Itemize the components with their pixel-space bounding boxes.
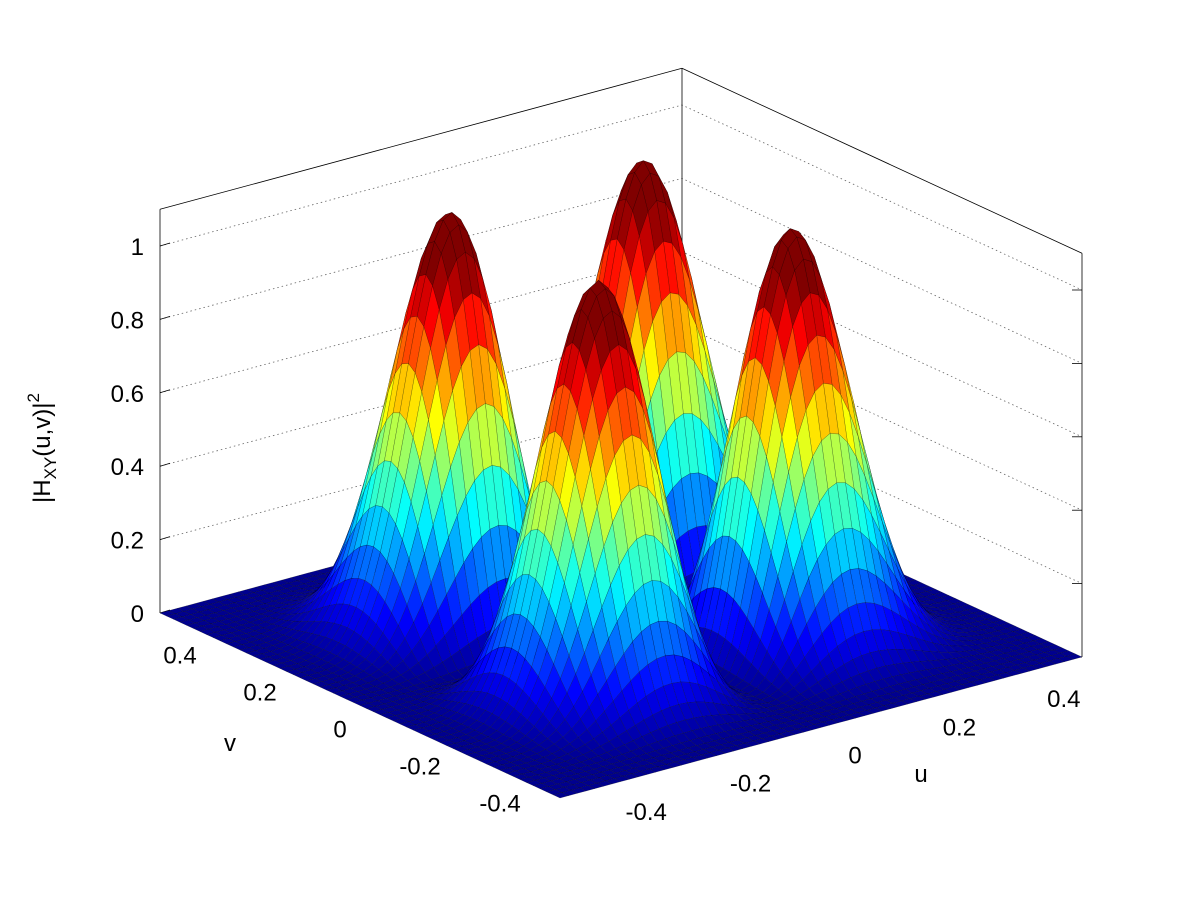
z-tick-mark [159, 536, 171, 540]
z-tick-mark [159, 242, 171, 247]
top-right-edge [681, 67, 1083, 254]
z-label-superscript: 2 [24, 393, 43, 402]
x-tick-label: -0.2 [730, 771, 771, 798]
z-tick-mark [159, 389, 171, 394]
y-tick-label: 0.2 [243, 680, 276, 707]
surface-mesh [159, 160, 1083, 799]
z-tick-mark [159, 316, 171, 320]
z-axis-label: |HXY(u,v)|2 [24, 393, 60, 503]
z-tick-label: 0.8 [111, 307, 144, 334]
z-tick-mark [159, 462, 171, 467]
y-tick-label: 0 [333, 717, 346, 744]
x-tick-label: 0.2 [943, 714, 976, 741]
x-tick-label: -0.4 [626, 799, 667, 826]
x-tick-label: 0.4 [1047, 686, 1080, 713]
y-tick-label: -0.4 [479, 791, 520, 818]
y-tick-label: 0.4 [163, 643, 196, 670]
x-tick-label: 0 [848, 743, 861, 770]
z-tick-label: 0.4 [111, 454, 144, 481]
x-axis-label: u [914, 761, 927, 788]
top-back-edge [159, 67, 683, 210]
z-label-subscript: XY [41, 457, 60, 480]
y-tick-label: -0.2 [399, 754, 440, 781]
z-tick-label: 0.2 [111, 528, 144, 555]
z-label-mid: (u,v)| [29, 402, 56, 456]
y-axis-label: v [224, 730, 236, 757]
z-tick-label: 0 [131, 601, 144, 628]
surface-facet [552, 792, 570, 799]
tick-labels: 0 0.2 0.4 0.6 0.8 1 -0.4 -0.2 0 0.2 0.4 -0.4 -0.2 0 0.… [111, 234, 1081, 826]
z-label-base: |H [29, 479, 56, 503]
z-tick-label: 0.6 [111, 381, 144, 408]
z-tick-label: 1 [131, 234, 144, 261]
